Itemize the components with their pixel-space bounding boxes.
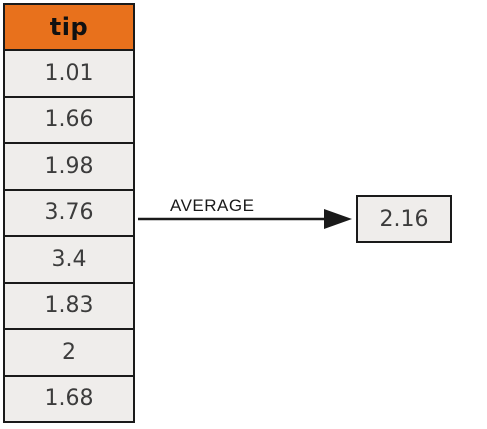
tip-cell: 1.83 <box>5 283 133 330</box>
tip-cell: 3.4 <box>5 237 133 284</box>
arrow-head <box>324 209 352 229</box>
tip-table: tip 1.01 1.66 1.98 3.76 3.4 1.83 2 1.68 <box>3 3 135 423</box>
tip-cell: 1.68 <box>5 376 133 423</box>
tip-cell: 1.98 <box>5 144 133 191</box>
average-result-box: 2.16 <box>356 195 452 243</box>
arrow-label: AVERAGE <box>170 196 255 215</box>
tip-cell: 1.66 <box>5 97 133 144</box>
tip-column-header: tip <box>5 5 133 51</box>
tip-cell: 1.01 <box>5 51 133 98</box>
tip-cell: 2 <box>5 330 133 377</box>
tip-cell: 3.76 <box>5 190 133 237</box>
